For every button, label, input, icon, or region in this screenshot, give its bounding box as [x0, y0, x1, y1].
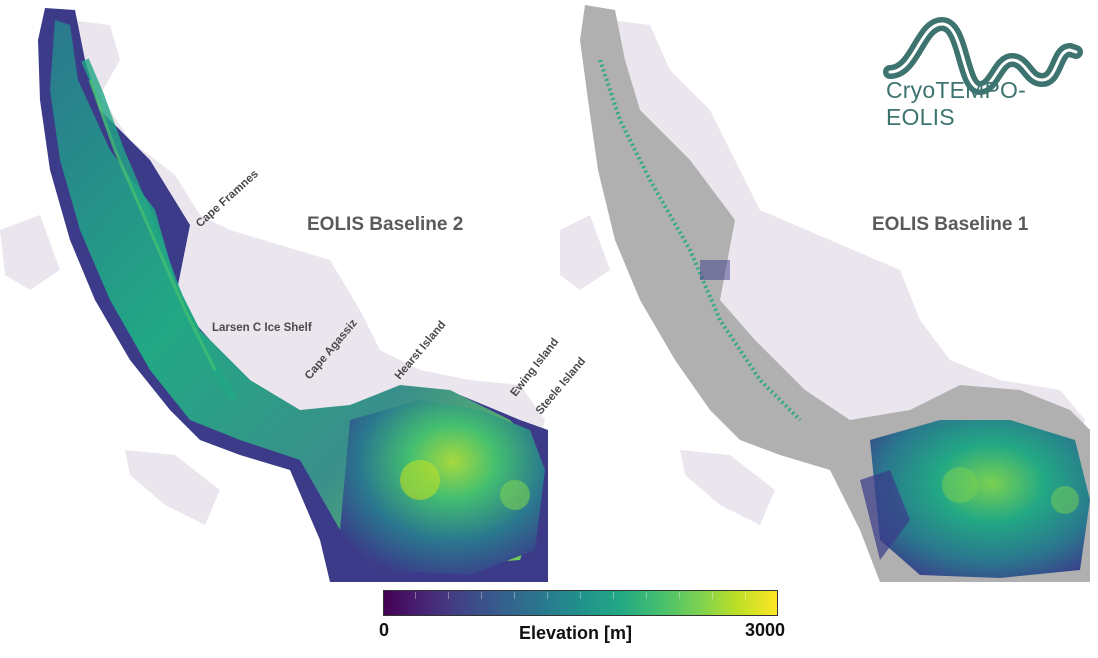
map-baseline-1: EOLIS Baseline 1	[560, 0, 1098, 590]
wave-logo-icon	[883, 16, 1083, 96]
label-larsen-c-ice-shelf: Larsen C Ice Shelf	[212, 322, 312, 334]
map-title-baseline-2: EOLIS Baseline 2	[307, 214, 464, 235]
map-title-baseline-1: EOLIS Baseline 1	[872, 214, 1029, 235]
colorbar-title: Elevation [m]	[519, 623, 633, 643]
elevation-map-baseline-2	[0, 8, 548, 582]
elevation-colorbar	[383, 590, 778, 616]
map-baseline-2: EOLIS Baseline 2 Cape Framnes Larsen C I…	[0, 0, 588, 590]
colorbar-max-label: 3000	[745, 620, 786, 640]
logo-text: CryoTEMPO-EOLIS	[886, 77, 1026, 130]
cryotempo-eolis-logo: CryoTEMPO-EOLIS	[880, 10, 1085, 135]
colorbar-min-label: 0	[379, 620, 390, 640]
elevation-map-baseline-1	[560, 5, 1090, 582]
